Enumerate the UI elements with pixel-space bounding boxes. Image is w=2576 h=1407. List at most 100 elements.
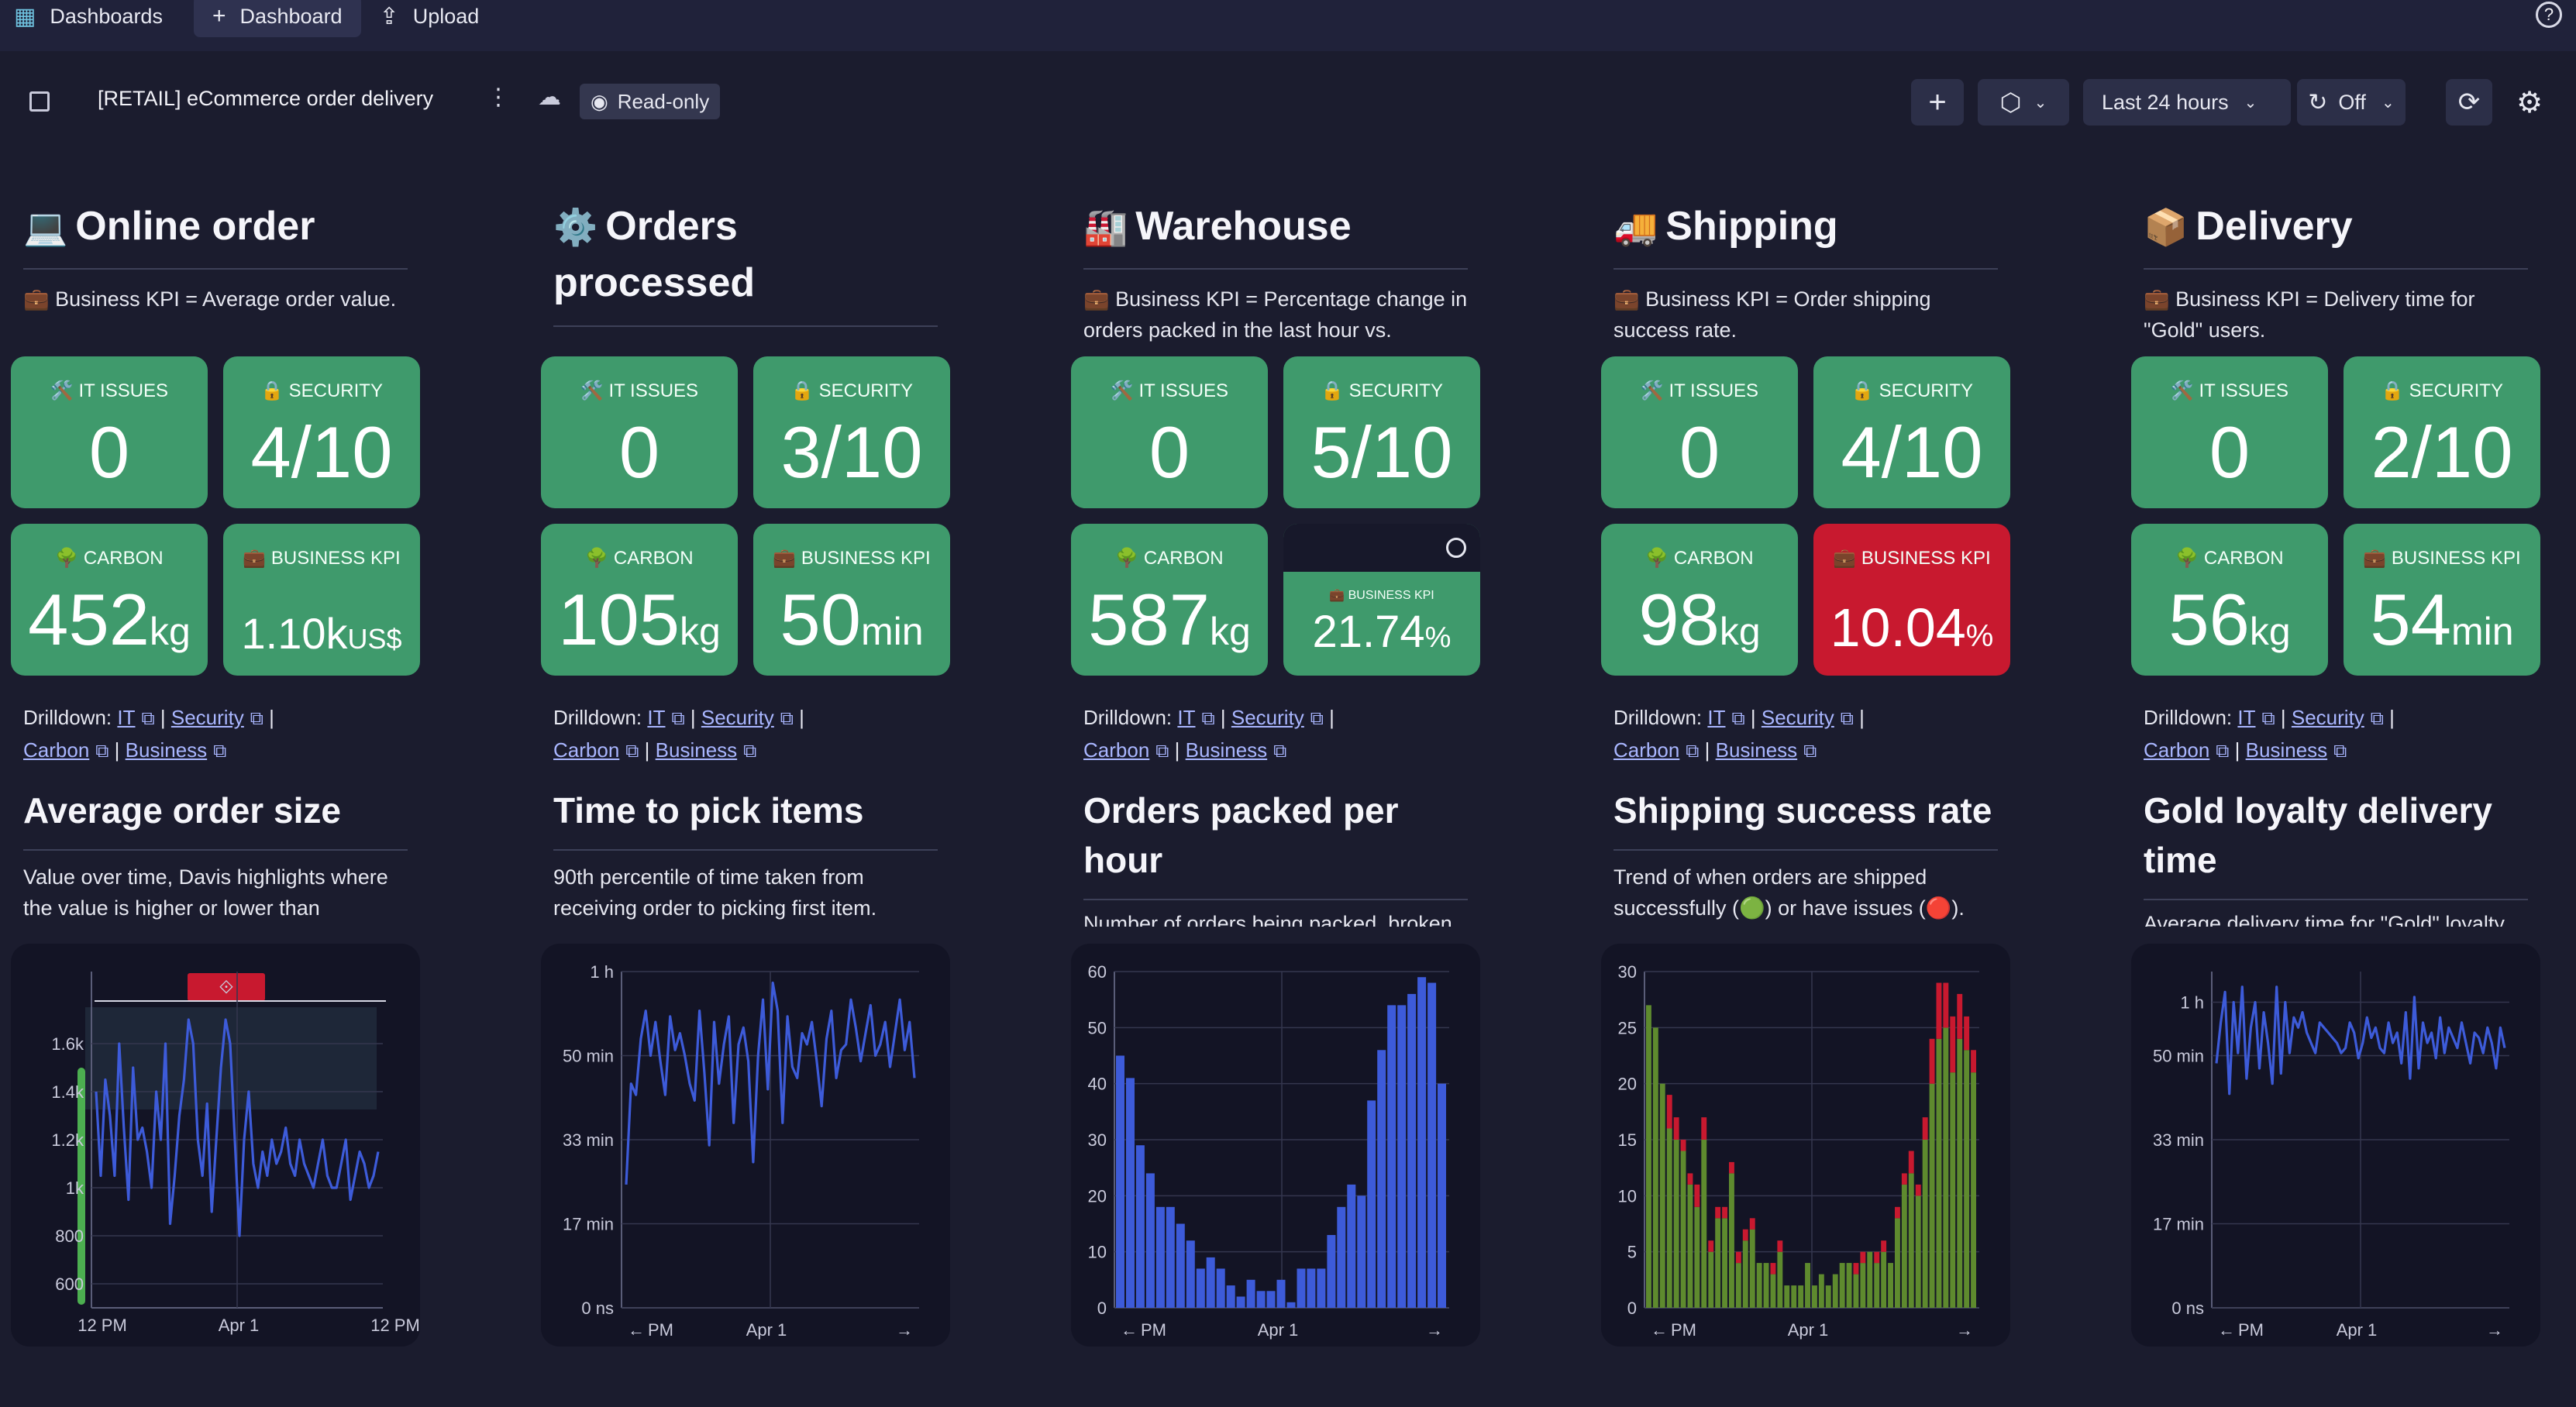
bar — [1357, 1195, 1366, 1308]
security-tile[interactable]: 🔒 SECURITY 2/10 — [2344, 356, 2540, 508]
external-link-icon: ⧉ — [625, 741, 639, 762]
plus-icon: + — [1928, 84, 1947, 119]
drilldown-carbon-link[interactable]: Carbon — [1083, 738, 1150, 762]
drilldown-business-link[interactable]: Business — [2245, 738, 2328, 762]
drilldown-it-link[interactable]: IT — [117, 706, 136, 729]
separator: | — [644, 738, 650, 762]
drilldown-carbon-link[interactable]: Carbon — [2144, 738, 2210, 762]
separator: | — [1859, 706, 1865, 729]
auto-refresh-selector[interactable]: ↻ Off ⌄ — [2297, 79, 2406, 126]
bar — [1694, 1206, 1700, 1308]
upload-button[interactable]: ⇪ Upload — [361, 0, 498, 37]
it-issues-tile[interactable]: 🛠️ IT ISSUES 0 — [541, 356, 738, 508]
bar — [1327, 1235, 1336, 1308]
dashboard-header: [RETAIL] eCommerce order delivery ⋮ ☁ ◉ … — [0, 74, 2576, 130]
read-only-badge[interactable]: ◉ Read-only — [580, 84, 721, 119]
bar — [1708, 1251, 1714, 1308]
security-tile[interactable]: 🔒 SECURITY 5/10 — [1283, 356, 1480, 508]
external-link-icon: ⧉ — [141, 708, 155, 729]
bar — [1166, 1206, 1175, 1308]
external-link-icon: ⧉ — [743, 741, 757, 762]
drilldown-prefix: Drilldown: — [1613, 706, 1703, 729]
drilldown-carbon-link[interactable]: Carbon — [23, 738, 90, 762]
drilldown-it-link[interactable]: IT — [2237, 706, 2256, 729]
nav-right-icon: → — [2486, 1320, 2503, 1340]
time-to-pick-items-chart[interactable]: 0 ns 17 min 33 min 50 min 1 h ← PM Apr 1 → — [541, 944, 950, 1347]
drilldown-carbon-link[interactable]: Carbon — [553, 738, 620, 762]
title-divider — [2144, 268, 2528, 270]
bar-issues — [1742, 1229, 1748, 1241]
y-tick-label: 0 ns — [2171, 1299, 2204, 1318]
tile-label: 💼 BUSINESS KPI — [243, 548, 401, 569]
refresh-button[interactable]: ⟳ — [2446, 79, 2492, 126]
security-tile[interactable]: 🔒 SECURITY 3/10 — [753, 356, 950, 508]
carbon-tile[interactable]: 🌳 CARBON 56kg — [2131, 524, 2328, 676]
it-issues-tile[interactable]: 🛠️ IT ISSUES 0 — [2131, 356, 2328, 508]
bar-issues — [1735, 1251, 1741, 1264]
drilldown-it-link[interactable]: IT — [1177, 706, 1196, 729]
bar — [1196, 1268, 1205, 1308]
truck-icon: 🚚 — [1613, 207, 1658, 247]
business-kpi-tile[interactable]: 💼 BUSINESS KPI 1.10kUS$ — [223, 524, 420, 676]
bar-issues — [1950, 1016, 1956, 1073]
drilldown-business-link[interactable]: Business — [655, 738, 738, 762]
business-kpi-tile[interactable]: 💼 BUSINESS KPI 10.04% — [1813, 524, 2010, 676]
anomaly-indicator — [77, 1068, 85, 1305]
more-options-icon[interactable]: ⋮ — [487, 84, 510, 110]
timeframe-selector[interactable]: Last 24 hours ⌄ — [2083, 79, 2291, 126]
bar — [1818, 1274, 1824, 1308]
bar-issues — [1929, 1038, 1935, 1084]
drilldown-security-link[interactable]: Security — [1761, 706, 1834, 729]
bar — [1427, 982, 1437, 1308]
segments-button[interactable]: ⬡ ⌄ — [1978, 79, 2069, 126]
carbon-tile[interactable]: 🌳 CARBON 452kg — [11, 524, 208, 676]
drilldown-security-link[interactable]: Security — [1231, 706, 1304, 729]
drilldown-security-link[interactable]: Security — [701, 706, 774, 729]
bar-issues — [1895, 1206, 1900, 1219]
drilldown-carbon-link[interactable]: Carbon — [1613, 738, 1680, 762]
drilldown-business-link[interactable]: Business — [125, 738, 208, 762]
sidebar-toggle-icon[interactable] — [29, 91, 50, 112]
bar-issues — [1901, 1173, 1907, 1185]
shipping-success-chart[interactable]: 0 5 10 15 20 25 30 ← PM Apr 1 → — [1601, 944, 2010, 1347]
it-issues-tile[interactable]: 🛠️ IT ISSUES 0 — [1071, 356, 1268, 508]
drilldown-business-link[interactable]: Business — [1185, 738, 1268, 762]
drilldown-it-link[interactable]: IT — [1707, 706, 1726, 729]
drilldown-business-link[interactable]: Business — [1715, 738, 1798, 762]
drilldown-it-link[interactable]: IT — [647, 706, 666, 729]
security-tile[interactable]: 🔒 SECURITY 4/10 — [1813, 356, 2010, 508]
carbon-tile[interactable]: 🌳 CARBON 98kg — [1601, 524, 1798, 676]
it-issues-tile[interactable]: 🛠️ IT ISSUES 0 — [11, 356, 208, 508]
y-tick-label: 1.2k — [51, 1130, 84, 1150]
average-order-size-chart[interactable]: ⟐ 600 800 1k 1.2k 1.4k 1.6k 12 PM Apr 1 12 PM — [11, 944, 420, 1347]
bar — [1971, 1072, 1976, 1308]
tile-value: 21.74% — [1312, 607, 1452, 657]
tile-label: 🛠️ IT ISSUES — [50, 380, 169, 401]
business-kpi-tile[interactable]: 💼 BUSINESS KPI 50min — [753, 524, 950, 676]
help-icon[interactable]: ? — [2536, 2, 2562, 28]
nav-right-icon: → — [1956, 1320, 1973, 1340]
chart-description: Value over time, Davis highlights where … — [23, 865, 388, 920]
chart-title: Gold loyalty delivery time — [2144, 790, 2492, 880]
business-kpi-tile[interactable]: 💼 BUSINESS KPI 54min — [2344, 524, 2540, 676]
bar — [1317, 1268, 1326, 1308]
business-kpi-tile[interactable]: 💼 BUSINESS KPI 21.74% — [1283, 524, 1480, 676]
gold-delivery-chart[interactable]: 0 ns 17 min 33 min 50 min 1 h ← PM Apr 1 → — [2131, 944, 2540, 1347]
settings-button[interactable]: ⚙ — [2506, 79, 2553, 126]
chart-description: Average delivery time for "Gold" loyalty — [2144, 912, 2505, 927]
bar — [1756, 1263, 1762, 1308]
carbon-tile[interactable]: 🌳 CARBON 105kg — [541, 524, 738, 676]
carbon-tile[interactable]: 🌳 CARBON 587kg — [1071, 524, 1268, 676]
nav-left-icon: ← — [1651, 1320, 1668, 1340]
orders-packed-chart[interactable]: 0 10 20 30 40 50 60 ← PM Apr 1 → — [1071, 944, 1480, 1347]
event-marker — [188, 973, 265, 1001]
nav-dashboards[interactable]: ▦ Dashboards — [0, 0, 181, 37]
drilldown-security-link[interactable]: Security — [2291, 706, 2364, 729]
security-tile[interactable]: 🔒 SECURITY 4/10 — [223, 356, 420, 508]
drilldown-security-link[interactable]: Security — [170, 706, 244, 729]
tab-dashboard[interactable]: + Dashboard — [193, 0, 361, 37]
add-tile-button[interactable]: + — [1911, 79, 1964, 126]
it-issues-tile[interactable]: 🛠️ IT ISSUES 0 — [1601, 356, 1798, 508]
bar-issues — [1770, 1263, 1776, 1275]
drilldown-links: Drilldown: IT ⧉ | Security ⧉ | Carbon ⧉ | B… — [1083, 702, 1471, 767]
